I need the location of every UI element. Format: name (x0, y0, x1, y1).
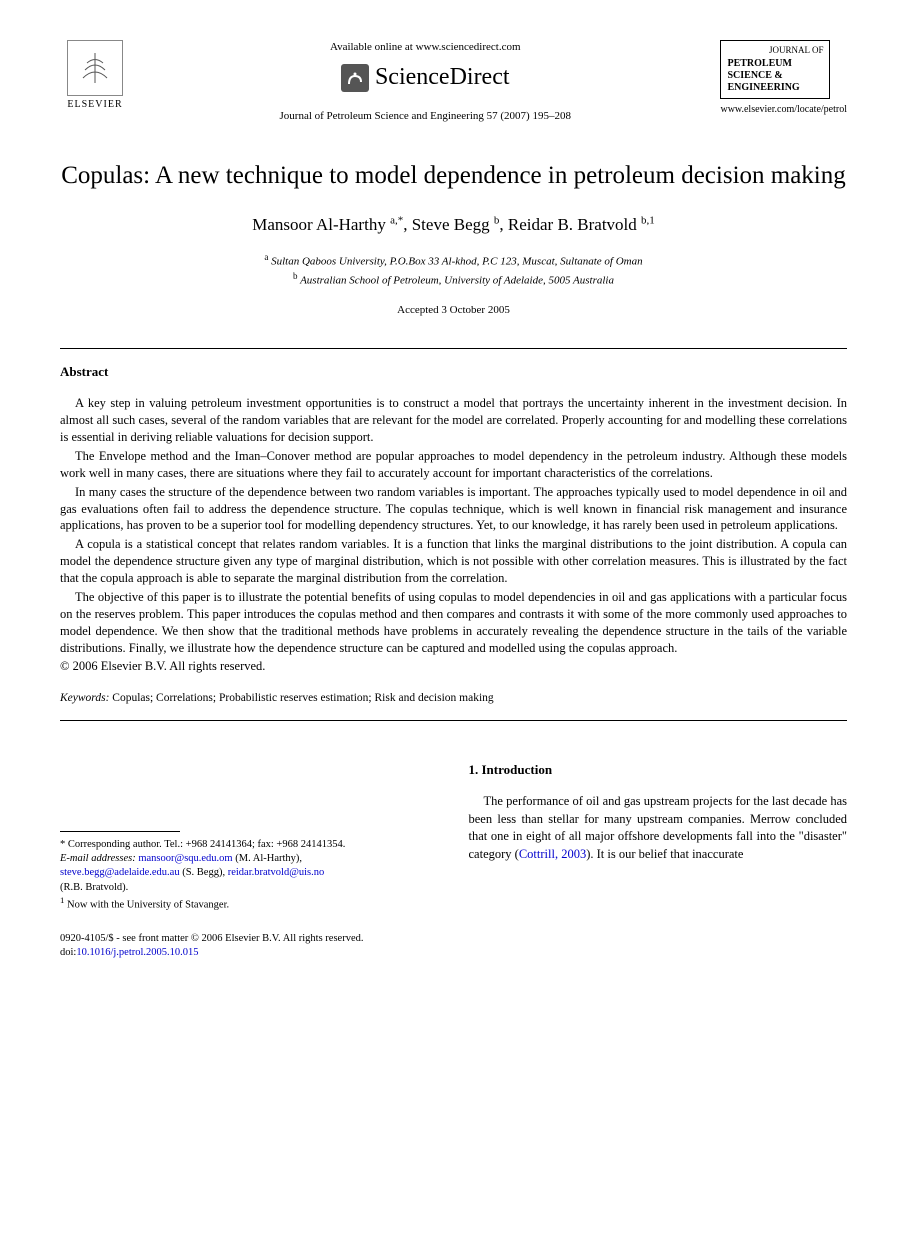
author-3-marks: b,1 (641, 214, 655, 226)
article-title: Copulas: A new technique to model depend… (60, 160, 847, 193)
available-online-text: Available online at www.sciencedirect.co… (140, 40, 710, 55)
affiliation-a-mark: a (264, 252, 268, 262)
left-column: * Corresponding author. Tel.: +968 24141… (60, 761, 439, 912)
journal-reference: Journal of Petroleum Science and Enginee… (140, 109, 710, 124)
author-1: Mansoor Al-Harthy a,* (252, 215, 403, 234)
footnote-1-text: Now with the University of Stavanger. (67, 899, 229, 910)
journal-cover-line2: SCIENCE & (727, 70, 823, 82)
introduction-heading: 1. Introduction (469, 761, 848, 779)
author-3: Reidar B. Bratvold b,1 (508, 215, 655, 234)
abstract-p2: The Envelope method and the Iman–Conover… (60, 448, 847, 482)
abstract-p3: In many cases the structure of the depen… (60, 484, 847, 535)
abstract-p1: A key step in valuing petroleum investme… (60, 395, 847, 446)
affiliation-b-mark: b (293, 271, 298, 281)
right-column: 1. Introduction The performance of oil a… (469, 761, 848, 912)
author-3-name: Reidar B. Bratvold (508, 215, 637, 234)
email-2[interactable]: steve.begg@adelaide.edu.au (60, 867, 180, 878)
corresponding-author: * Corresponding author. Tel.: +968 24141… (60, 838, 439, 852)
abstract-body: A key step in valuing petroleum investme… (60, 395, 847, 656)
page-header: ELSEVIER Available online at www.science… (60, 40, 847, 124)
email-3[interactable]: reidar.bratvold@uis.no (228, 867, 325, 878)
email-1[interactable]: mansoor@squ.edu.om (138, 853, 232, 864)
keywords-label: Keywords: (60, 692, 109, 704)
divider-bottom (60, 720, 847, 721)
email-2-who: (S. Begg), (182, 867, 225, 878)
email-line-2: steve.begg@adelaide.edu.au (S. Begg), re… (60, 866, 439, 880)
journal-cover-block: JOURNAL OF PETROLEUM SCIENCE & ENGINEERI… (720, 40, 847, 117)
introduction-p1: The performance of oil and gas upstream … (469, 793, 848, 863)
affiliations: a Sultan Qaboos University, P.O.Box 33 A… (60, 251, 847, 289)
accepted-date: Accepted 3 October 2005 (60, 303, 847, 318)
journal-cover: JOURNAL OF PETROLEUM SCIENCE & ENGINEERI… (720, 40, 830, 99)
center-header: Available online at www.sciencedirect.co… (130, 40, 720, 124)
journal-cover-top: JOURNAL OF (727, 45, 823, 56)
abstract-heading: Abstract (60, 363, 847, 381)
affiliation-a: a Sultan Qaboos University, P.O.Box 33 A… (60, 251, 847, 270)
bottom-matter: 0920-4105/$ - see front matter © 2006 El… (60, 932, 847, 959)
elsevier-label: ELSEVIER (67, 98, 122, 112)
two-column-section: * Corresponding author. Tel.: +968 24141… (60, 761, 847, 912)
doi-label: doi: (60, 947, 76, 958)
doi-line: doi:10.1016/j.petrol.2005.10.015 (60, 946, 847, 960)
abstract-p4: A copula is a statistical concept that r… (60, 536, 847, 587)
footnote-1: 1 Now with the University of Stavanger. (60, 895, 439, 913)
author-2-name: Steve Begg (412, 215, 490, 234)
email-label: E-mail addresses: (60, 853, 136, 864)
keywords-text: Copulas; Correlations; Probabilistic res… (112, 692, 493, 704)
sciencedirect-logo: ScienceDirect (140, 61, 710, 95)
abstract-p5: The objective of this paper is to illust… (60, 589, 847, 657)
email-tail: (R.B. Bratvold). (60, 881, 439, 895)
journal-cover-line3: ENGINEERING (727, 82, 823, 94)
elsevier-logo: ELSEVIER (60, 40, 130, 112)
author-1-name: Mansoor Al-Harthy (252, 215, 386, 234)
affiliation-b: b Australian School of Petroleum, Univer… (60, 270, 847, 289)
divider-top (60, 348, 847, 349)
sciencedirect-text: ScienceDirect (375, 61, 510, 95)
affiliation-a-text: Sultan Qaboos University, P.O.Box 33 Al-… (271, 255, 643, 267)
doi-link[interactable]: 10.1016/j.petrol.2005.10.015 (76, 947, 198, 958)
affiliation-b-text: Australian School of Petroleum, Universi… (300, 274, 614, 286)
intro-text-2: ). It is our belief that inaccurate (586, 847, 743, 861)
keywords-line: Keywords: Copulas; Correlations; Probabi… (60, 690, 847, 706)
author-1-marks: a,* (390, 214, 403, 226)
sciencedirect-icon (341, 64, 369, 92)
author-2-marks: b (494, 214, 500, 226)
citation-cottrill[interactable]: Cottrill, 2003 (519, 847, 586, 861)
email-addresses: E-mail addresses: mansoor@squ.edu.om (M.… (60, 852, 439, 866)
journal-cover-line1: PETROLEUM (727, 58, 823, 70)
elsevier-tree-icon (67, 40, 123, 96)
footnotes: * Corresponding author. Tel.: +968 24141… (60, 838, 439, 912)
authors-line: Mansoor Al-Harthy a,*, Steve Begg b, Rei… (60, 213, 847, 237)
footnote-rule (60, 831, 180, 832)
author-2: Steve Begg b (412, 215, 500, 234)
copyright-line: © 2006 Elsevier B.V. All rights reserved… (60, 658, 847, 676)
issn-line: 0920-4105/$ - see front matter © 2006 El… (60, 932, 847, 946)
footnote-1-mark: 1 (60, 895, 64, 905)
journal-url: www.elsevier.com/locate/petrol (720, 103, 847, 117)
email-1-who: (M. Al-Harthy), (235, 853, 302, 864)
